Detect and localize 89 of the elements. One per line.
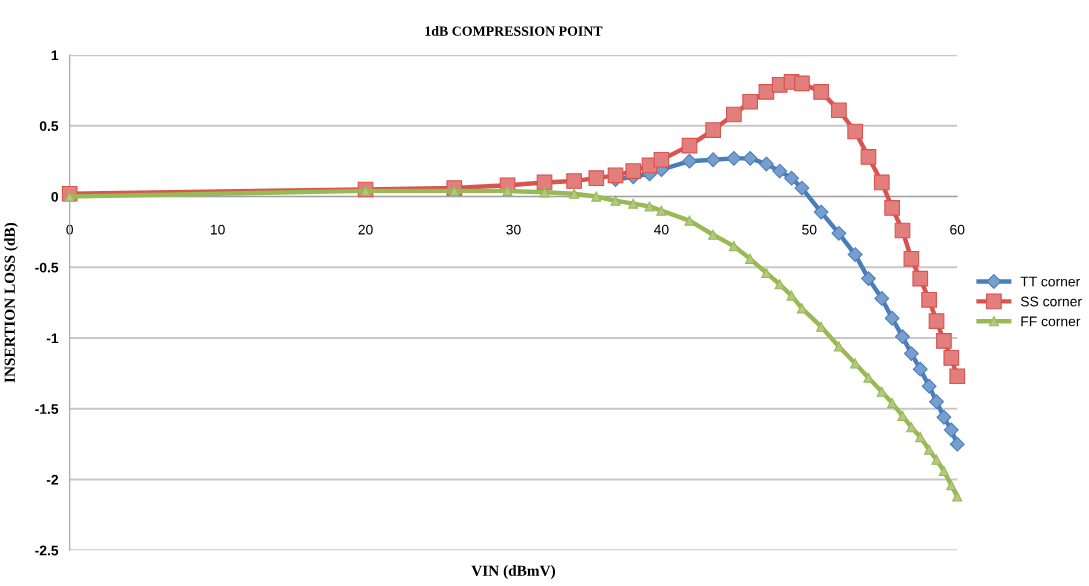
point <box>873 174 890 191</box>
x-tick-label: 30 <box>506 224 521 235</box>
y-tick-label: -2.5 <box>35 545 59 556</box>
point <box>946 480 957 491</box>
point <box>894 222 911 239</box>
legend-label: TT corner <box>1020 276 1080 287</box>
point <box>705 122 722 138</box>
point <box>536 174 553 191</box>
y-tick-label: 1 <box>51 50 59 61</box>
point <box>903 346 919 362</box>
point <box>591 191 602 202</box>
point <box>684 215 695 226</box>
point <box>847 247 863 262</box>
point <box>625 163 642 179</box>
point <box>949 436 965 452</box>
point <box>943 349 960 366</box>
x-tick-label: 0 <box>66 224 74 235</box>
y-tick-label: -2 <box>46 474 59 485</box>
point <box>931 454 942 465</box>
y-axis-title: INSERTION LOSS (dB) <box>4 222 18 383</box>
point <box>903 250 920 267</box>
point <box>928 313 945 329</box>
x-tick-label: 20 <box>358 224 373 235</box>
point <box>742 150 758 166</box>
point <box>861 271 876 287</box>
point <box>938 465 949 477</box>
point <box>681 137 698 154</box>
point <box>742 93 758 110</box>
y-tick-label: -0.5 <box>35 262 59 273</box>
point <box>728 241 739 252</box>
point <box>936 409 952 425</box>
point <box>915 432 926 443</box>
point <box>949 368 966 385</box>
point <box>833 341 844 352</box>
point <box>607 167 624 184</box>
point <box>921 378 937 394</box>
chart-title: 1dB COMPRESSION POINT <box>425 26 603 36</box>
point <box>929 394 944 410</box>
point <box>831 102 847 119</box>
y-tick-label: 0.5 <box>39 121 59 131</box>
point <box>772 163 788 179</box>
legend-label: FF corner <box>1021 316 1081 327</box>
x-axis-title: VIN (dBmV) <box>471 565 556 579</box>
point <box>705 152 721 168</box>
point <box>682 153 697 169</box>
point <box>644 201 655 212</box>
point <box>813 84 829 100</box>
x-tick-label: 50 <box>802 224 817 235</box>
point <box>794 180 810 196</box>
point <box>726 150 742 166</box>
point <box>588 170 605 187</box>
point <box>895 329 910 345</box>
point <box>656 205 667 216</box>
point <box>569 188 580 199</box>
point <box>924 444 935 455</box>
point <box>502 185 513 196</box>
point <box>943 422 959 438</box>
point <box>921 291 937 308</box>
point <box>653 151 670 168</box>
point <box>610 195 621 206</box>
point <box>786 290 797 301</box>
point <box>874 290 890 306</box>
point <box>813 204 829 220</box>
point <box>758 156 774 172</box>
point <box>884 200 900 216</box>
point <box>831 225 847 241</box>
point <box>784 170 799 186</box>
point <box>758 84 775 100</box>
point <box>952 491 963 502</box>
point <box>628 198 639 209</box>
point <box>726 106 742 123</box>
legend-label: SS corner <box>1020 296 1082 307</box>
y-tick-label: -1 <box>46 333 59 344</box>
point <box>912 361 928 377</box>
point <box>847 123 864 140</box>
point <box>897 410 908 421</box>
point <box>912 270 929 287</box>
point <box>860 149 877 165</box>
x-tick-label: 60 <box>950 224 965 235</box>
x-tick-label: 40 <box>653 224 669 235</box>
y-tick-label: 0 <box>51 191 59 202</box>
point <box>884 310 900 326</box>
point <box>794 75 810 92</box>
point <box>936 333 952 349</box>
point <box>566 173 582 189</box>
x-tick-label: 10 <box>210 224 225 235</box>
point <box>876 386 887 397</box>
y-tick-label: -1.5 <box>35 404 59 414</box>
point <box>708 229 719 240</box>
